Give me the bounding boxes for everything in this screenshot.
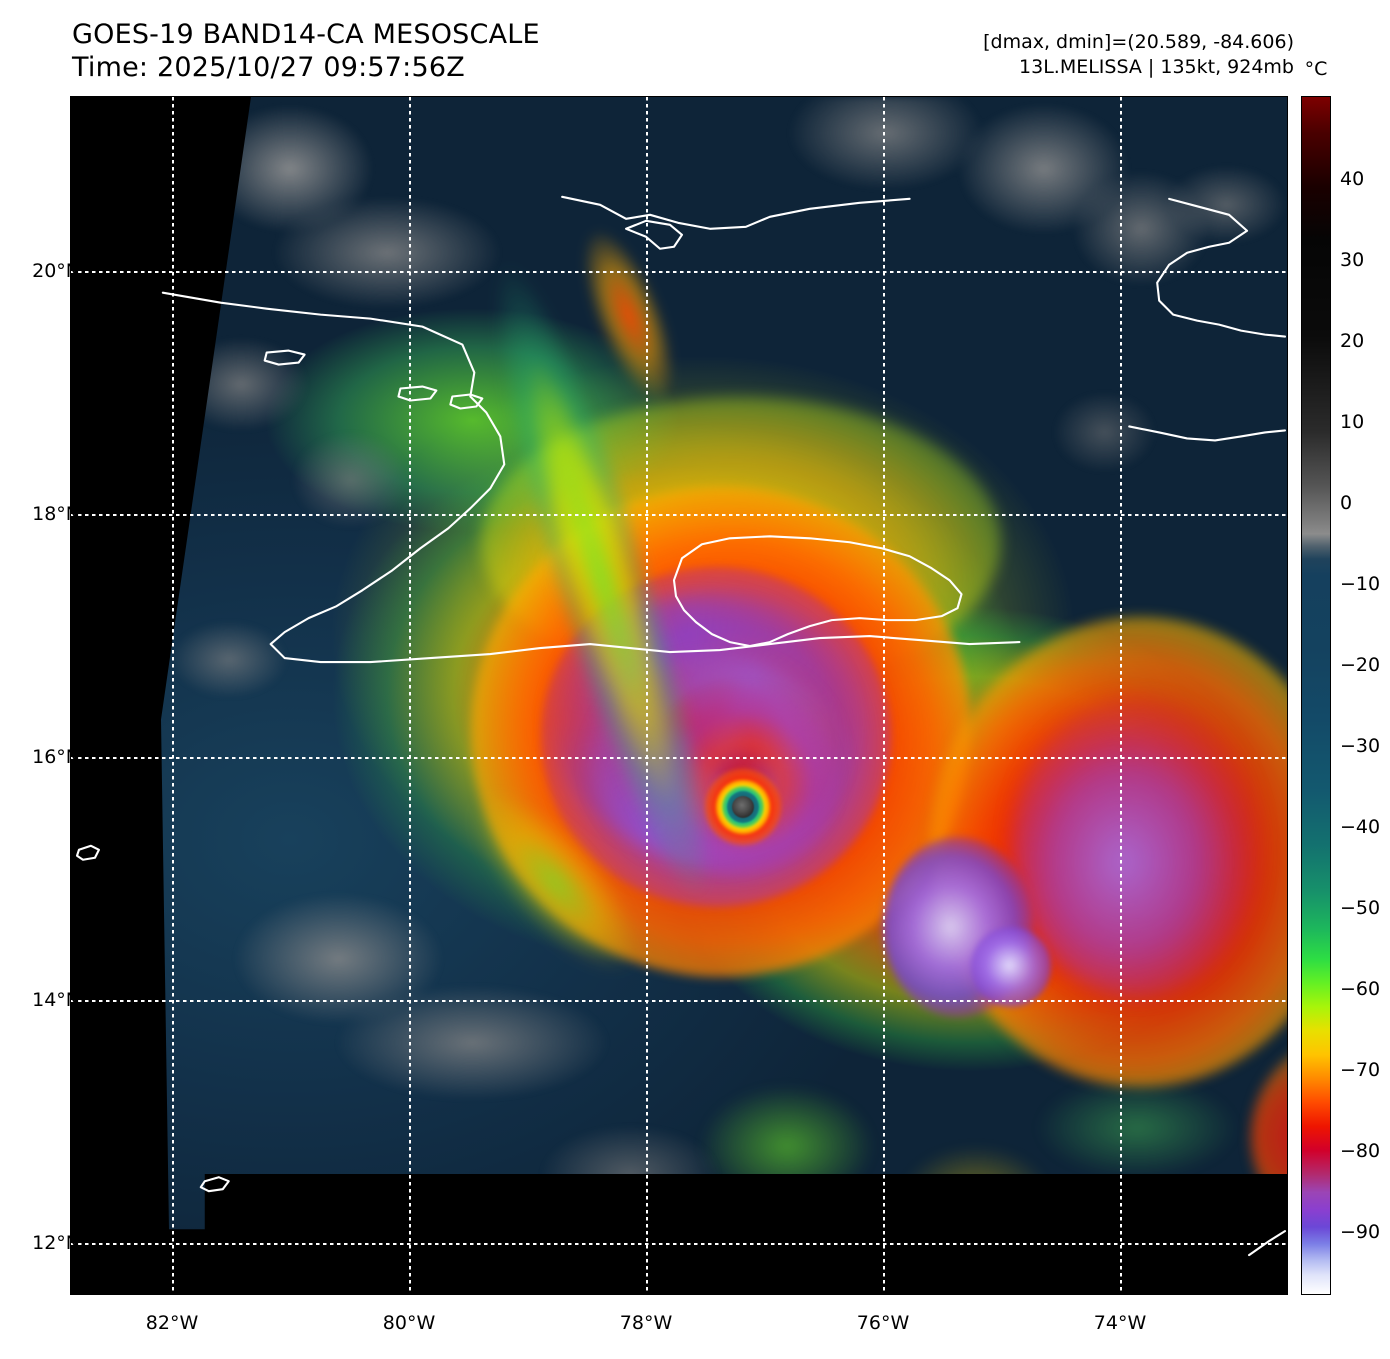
- coastline-jamaica: [672, 535, 963, 648]
- gridline-20n: [71, 271, 1287, 273]
- colorbar-tick-0: 0: [1340, 492, 1353, 514]
- page-title: GOES-19 BAND14-CA MESOSCALE: [72, 19, 540, 50]
- colorbar-tick-30: 30: [1340, 249, 1365, 271]
- colorbar-tick-m60: −60: [1340, 978, 1381, 1000]
- coastline-haiti-south: [1128, 425, 1287, 442]
- temperature-colorbar: [1301, 96, 1331, 1295]
- gridline-12n: [71, 1243, 1287, 1245]
- coastline-little-cayman: [449, 393, 484, 410]
- y-tick-18n: 18°N: [32, 503, 80, 525]
- colorbar-tick-40: 40: [1340, 168, 1365, 190]
- satellite-image-plot: Copyright © 2020-2025 Dapiya: [70, 96, 1288, 1295]
- header-left-block: GOES-19 BAND14-CA MESOSCALE Time: 2025/1…: [72, 18, 772, 84]
- coastline-hispaniola: [1156, 197, 1287, 338]
- gridline-82w: [172, 97, 174, 1294]
- gridline-76w: [883, 97, 885, 1294]
- colorbar-tick-m50: −50: [1340, 897, 1381, 919]
- colorbar-tick-m80: −80: [1340, 1140, 1381, 1162]
- y-tick-14n: 14°N: [32, 989, 80, 1011]
- gridline-74w: [1120, 97, 1122, 1294]
- storm-info-label: 13L.MELISSA | 135kt, 924mb: [1019, 56, 1294, 78]
- x-tick-80w: 80°W: [382, 1312, 436, 1334]
- coastline-isla-juventud: [625, 219, 684, 250]
- x-tick-76w: 76°W: [856, 1312, 910, 1334]
- colorbar-unit-label: °C: [1304, 58, 1328, 80]
- gridline-16n: [71, 757, 1287, 759]
- gridline-80w: [409, 97, 411, 1294]
- y-tick-20n: 20°N: [32, 260, 80, 282]
- colorbar-tick-m20: −20: [1340, 654, 1381, 676]
- x-tick-74w: 74°W: [1093, 1312, 1147, 1334]
- coastline-grand-cayman: [263, 349, 306, 366]
- dmax-dmin-label: [dmax, dmin]=(20.589, -84.606): [983, 31, 1294, 53]
- x-tick-82w: 82°W: [145, 1312, 199, 1334]
- y-tick-16n: 16°N: [32, 746, 80, 768]
- colorbar-tick-m30: −30: [1340, 735, 1381, 757]
- gridline-14n: [71, 1000, 1287, 1002]
- colorbar-tick-m40: −40: [1340, 816, 1381, 838]
- coastline-swan-island: [75, 844, 101, 861]
- gridline-78w: [646, 97, 648, 1294]
- colorbar-tick-m90: −90: [1340, 1221, 1381, 1243]
- colorbar-tick-m10: −10: [1340, 573, 1381, 595]
- timestamp-line: Time: 2025/10/27 09:57:56Z: [72, 52, 465, 83]
- colorbar-tick-m70: −70: [1340, 1059, 1381, 1081]
- gridline-18n: [71, 514, 1287, 516]
- header-right-block: [dmax, dmin]=(20.589, -84.606) 13L.MELIS…: [983, 30, 1294, 80]
- coastline-cayman-brac: [397, 385, 438, 402]
- colorbar-tick-10: 10: [1340, 411, 1365, 433]
- coastline-southwest-cay: [199, 1176, 230, 1193]
- coastline-overlay: [75, 195, 1287, 1257]
- x-tick-78w: 78°W: [619, 1312, 673, 1334]
- brightness-temperature-field: [71, 97, 1287, 1294]
- coastline-cuba-north: [561, 195, 911, 230]
- coastline-southeast-island: [1247, 1230, 1287, 1257]
- y-tick-12n: 12°N: [32, 1232, 80, 1254]
- coastline-cuba: [161, 291, 1021, 664]
- warm-surface-gray-patches: [71, 97, 1287, 1294]
- colorbar-tick-20: 20: [1340, 330, 1365, 352]
